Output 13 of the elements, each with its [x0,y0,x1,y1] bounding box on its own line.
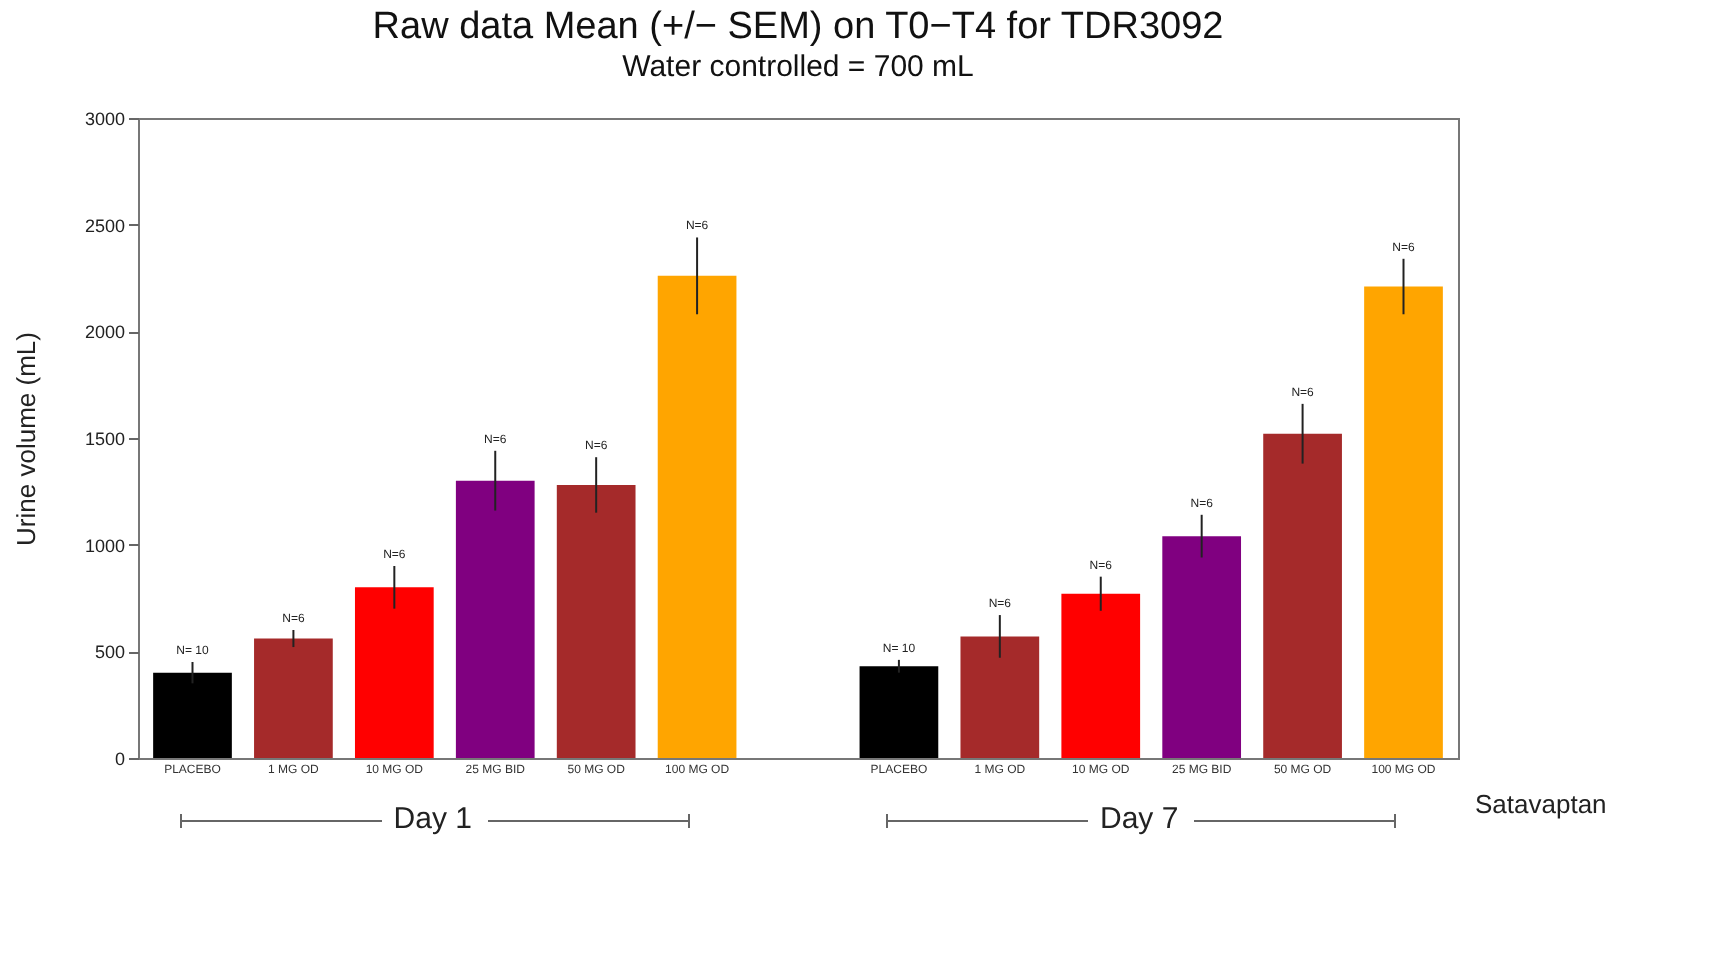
chart-title: Raw data Mean (+/− SEM) on T0−T4 for TDR3092 [372,6,1224,48]
y-axis-title: Urine volume (mL) [10,332,41,546]
text: Day 7 [1100,802,1179,836]
y-tick-label: 3000 [84,109,125,129]
chart-subtitle: Water controlled = 700 mL [622,50,974,84]
y-tick-label: 1500 [84,429,125,449]
text: Day 1 [393,802,472,836]
y-tick-label: 500 [94,642,125,663]
y-tick-label: 2500 [84,215,125,236]
x-axis-title: Satavaptan [1475,789,1607,819]
y-tick-label: 2000 [84,322,125,343]
y-tick-label: 1000 [84,535,125,556]
y-tick-label: 0 [114,749,125,769]
